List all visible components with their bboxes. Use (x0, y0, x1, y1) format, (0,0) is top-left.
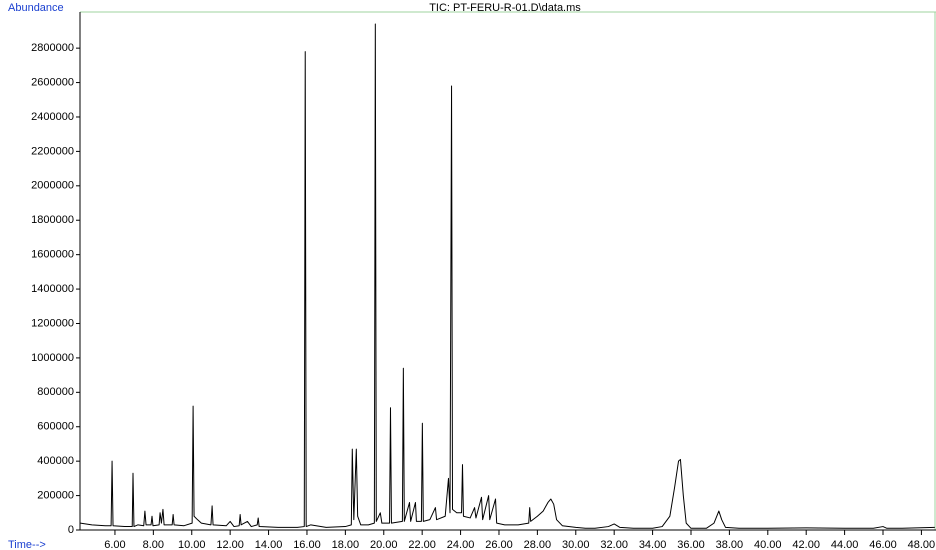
x-tick-label: 40.00 (754, 539, 782, 550)
x-axis-label: Time--> (8, 539, 46, 550)
x-tick-label: 28.00 (524, 539, 552, 550)
y-tick-label: 2400000 (31, 111, 74, 123)
x-tick-label: 18.00 (332, 539, 360, 550)
y-tick-label: 2800000 (31, 42, 74, 54)
y-tick-label: 600000 (37, 421, 74, 433)
x-tick-label: 20.00 (370, 539, 398, 550)
x-tick-label: 24.00 (447, 539, 475, 550)
y-tick-label: 1800000 (31, 214, 74, 226)
y-tick-label: 0 (68, 524, 74, 536)
y-tick-label: 400000 (37, 455, 74, 467)
x-tick-label: 12.00 (216, 539, 244, 550)
y-tick-label: 2600000 (31, 76, 74, 88)
x-tick-label: 30.00 (562, 539, 590, 550)
x-tick-label: 38.00 (716, 539, 744, 550)
x-tick-label: 10.00 (178, 539, 206, 550)
y-tick-label: 1000000 (31, 352, 74, 364)
x-tick-label: 16.00 (293, 539, 321, 550)
x-tick-label: 36.00 (677, 539, 705, 550)
x-tick-label: 32.00 (600, 539, 628, 550)
y-tick-label: 200000 (37, 489, 74, 501)
y-axis-label: Abundance (8, 2, 64, 14)
x-tick-label: 14.00 (255, 539, 283, 550)
y-tick-label: 1600000 (31, 249, 74, 261)
x-tick-label: 6.00 (104, 539, 125, 550)
chart-title: TIC: PT-FERU-R-01.D\data.ms (429, 2, 581, 14)
x-tick-label: 48.00 (908, 539, 936, 550)
x-tick-label: 22.00 (408, 539, 436, 550)
x-tick-label: 46.00 (869, 539, 897, 550)
tic-trace (80, 23, 935, 529)
y-tick-label: 2000000 (31, 180, 74, 192)
y-tick-label: 1200000 (31, 317, 74, 329)
x-tick-label: 26.00 (485, 539, 513, 550)
y-tick-label: 800000 (37, 386, 74, 398)
x-tick-label: 44.00 (831, 539, 859, 550)
y-tick-label: 2200000 (31, 145, 74, 157)
x-tick-label: 42.00 (792, 539, 820, 550)
x-tick-label: 8.00 (143, 539, 164, 550)
y-tick-label: 1400000 (31, 283, 74, 295)
x-tick-label: 34.00 (639, 539, 667, 550)
